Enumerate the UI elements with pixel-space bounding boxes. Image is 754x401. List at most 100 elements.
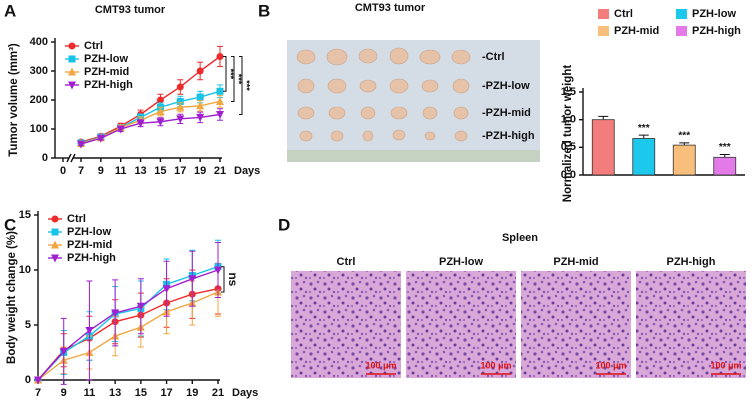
bar	[632, 138, 656, 176]
legend-label: PZH-mid	[84, 66, 129, 78]
bar	[672, 144, 696, 176]
row-label: -PZH-low	[482, 80, 530, 92]
legend-marker	[68, 42, 76, 50]
x-tick-label: 7	[78, 165, 84, 177]
photo-title: CMT93 tumor	[355, 2, 426, 14]
legend-marker	[51, 254, 59, 263]
legend-label: PZH-high	[692, 25, 741, 37]
scale-bar-label: 100 μm	[595, 360, 626, 370]
marker	[176, 102, 185, 111]
line	[80, 113, 221, 145]
marker	[85, 327, 94, 335]
x-tick-label: 17	[160, 387, 172, 399]
y-tick-label: 300	[30, 65, 48, 77]
marker	[196, 93, 204, 101]
error-bar	[719, 154, 730, 158]
marker	[111, 309, 120, 318]
y-tick-label: 100	[30, 123, 48, 135]
marker	[136, 119, 145, 128]
x-tick-label: 11	[115, 165, 127, 177]
marker	[216, 53, 224, 60]
marker	[162, 285, 171, 294]
y-axis-label: Normalized tumor weight	[562, 65, 574, 203]
x-tick-label: 13	[134, 165, 146, 177]
y-tick-label: 0.5	[561, 141, 576, 153]
legend-swatch	[676, 26, 687, 36]
y-tick-label: 200	[30, 94, 48, 106]
bar	[591, 119, 615, 176]
image-label: PZH-low	[439, 256, 483, 268]
x-tick-label: 11	[84, 387, 96, 399]
annotation: ns	[226, 272, 240, 286]
legend-label: PZH-low	[692, 8, 736, 20]
marker	[176, 97, 184, 105]
x-tick-label: 9	[98, 165, 104, 177]
legend-label: PZH-mid	[614, 25, 659, 37]
x-tick-label: 21	[212, 387, 224, 399]
x-tick-label: 17	[174, 165, 186, 177]
legend-label: Ctrl	[67, 213, 86, 225]
legend-marker	[68, 55, 76, 63]
marker	[156, 107, 165, 116]
marker	[176, 83, 184, 91]
error-bar	[598, 115, 609, 120]
x-tick-label: 7	[35, 387, 41, 399]
y-axis-label: Body weight change (%)	[6, 231, 18, 364]
significance: ***	[678, 131, 690, 142]
line	[37, 269, 219, 381]
panel-letter: C	[4, 215, 16, 234]
legend-label: PZH-mid	[67, 239, 112, 251]
bracket	[239, 56, 243, 115]
marker	[77, 140, 85, 149]
legend-swatch	[676, 9, 687, 19]
x-tick-label: 19	[186, 387, 198, 399]
panel-letter: A	[4, 1, 16, 20]
y-tick-label: 1.5	[561, 86, 576, 98]
legend-label: PZH-low	[84, 53, 128, 65]
scale-bar-label: 100 μm	[480, 360, 511, 370]
y-tick-label: 5	[25, 319, 31, 331]
legend-label: PZH-high	[84, 79, 133, 91]
y-tick-label: 1.0	[561, 114, 576, 126]
marker	[216, 87, 224, 95]
scale-bar-label: 100 μm	[365, 360, 396, 370]
legend-swatch	[598, 26, 609, 36]
marker	[196, 67, 204, 75]
row-label: -PZH-high	[482, 130, 535, 142]
panel-letter: B	[258, 1, 270, 20]
legend-marker	[51, 240, 59, 249]
image-label: PZH-mid	[553, 256, 598, 268]
y-tick-label: 15	[19, 209, 31, 221]
x-tick-label: 21	[214, 165, 226, 177]
line	[37, 266, 219, 381]
marker	[196, 113, 205, 122]
legend-label: Ctrl	[84, 40, 103, 52]
y-tick-label: 0	[42, 152, 48, 164]
marker	[96, 134, 105, 143]
x-axis-label: Days	[232, 387, 258, 399]
tumor-photo	[287, 40, 540, 162]
marker	[214, 266, 222, 275]
legend-marker	[51, 215, 59, 223]
y-tick-label: 0	[25, 374, 31, 386]
image-label: PZH-high	[667, 256, 716, 268]
marker	[176, 115, 185, 124]
y-axis-label: Tumor volume (mm³)	[8, 43, 20, 157]
annotation: ***	[234, 74, 244, 85]
axis-break	[70, 153, 76, 163]
error-bar	[638, 134, 649, 139]
axis-break	[66, 153, 72, 163]
x-tick-label: 13	[109, 387, 121, 399]
legend-label: PZH-high	[67, 252, 116, 264]
marker	[216, 111, 224, 119]
legend-marker	[51, 228, 59, 236]
marker	[196, 101, 205, 110]
legend-marker	[68, 67, 76, 76]
legend-label: Ctrl	[614, 8, 633, 20]
row-label: -Ctrl	[482, 51, 505, 63]
bracket	[231, 56, 235, 102]
row-label: -PZH-mid	[482, 107, 531, 119]
annotation: ***	[242, 80, 252, 91]
legend-swatch	[598, 9, 609, 19]
x-tick-label: 15	[135, 387, 147, 399]
